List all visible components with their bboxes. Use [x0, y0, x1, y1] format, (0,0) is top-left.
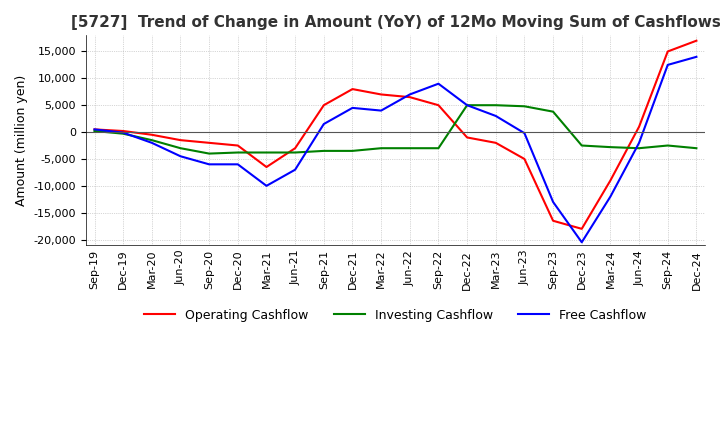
Free Cashflow — [204, 161, 213, 167]
Free Cashflow — [635, 140, 644, 146]
Free Cashflow — [606, 194, 615, 199]
Line: Operating Cashflow: Operating Cashflow — [94, 41, 696, 229]
Investing Cashflow — [291, 150, 300, 155]
Operating Cashflow — [549, 218, 557, 224]
Free Cashflow — [262, 183, 271, 188]
Operating Cashflow — [233, 143, 242, 148]
Investing Cashflow — [405, 146, 414, 151]
Operating Cashflow — [291, 146, 300, 151]
Operating Cashflow — [577, 226, 586, 231]
Free Cashflow — [520, 131, 528, 136]
Operating Cashflow — [463, 135, 472, 140]
Investing Cashflow — [577, 143, 586, 148]
Operating Cashflow — [148, 132, 156, 137]
Investing Cashflow — [377, 146, 385, 151]
Y-axis label: Amount (million yen): Amount (million yen) — [15, 74, 28, 206]
Free Cashflow — [463, 103, 472, 108]
Free Cashflow — [577, 240, 586, 245]
Free Cashflow — [663, 62, 672, 67]
Investing Cashflow — [463, 103, 472, 108]
Investing Cashflow — [549, 109, 557, 114]
Operating Cashflow — [377, 92, 385, 97]
Operating Cashflow — [434, 103, 443, 108]
Investing Cashflow — [635, 146, 644, 151]
Free Cashflow — [176, 154, 185, 159]
Investing Cashflow — [233, 150, 242, 155]
Line: Free Cashflow: Free Cashflow — [94, 57, 696, 242]
Investing Cashflow — [320, 148, 328, 154]
Free Cashflow — [148, 140, 156, 146]
Operating Cashflow — [90, 127, 99, 132]
Investing Cashflow — [119, 131, 127, 136]
Operating Cashflow — [692, 38, 701, 44]
Operating Cashflow — [635, 124, 644, 129]
Investing Cashflow — [176, 146, 185, 151]
Legend: Operating Cashflow, Investing Cashflow, Free Cashflow: Operating Cashflow, Investing Cashflow, … — [139, 304, 652, 327]
Investing Cashflow — [204, 151, 213, 156]
Investing Cashflow — [348, 148, 357, 154]
Free Cashflow — [692, 54, 701, 59]
Investing Cashflow — [692, 146, 701, 151]
Free Cashflow — [377, 108, 385, 113]
Investing Cashflow — [606, 144, 615, 150]
Operating Cashflow — [663, 49, 672, 54]
Investing Cashflow — [90, 128, 99, 134]
Free Cashflow — [434, 81, 443, 86]
Title: [5727]  Trend of Change in Amount (YoY) of 12Mo Moving Sum of Cashflows: [5727] Trend of Change in Amount (YoY) o… — [71, 15, 720, 30]
Investing Cashflow — [492, 103, 500, 108]
Investing Cashflow — [663, 143, 672, 148]
Operating Cashflow — [520, 156, 528, 161]
Investing Cashflow — [262, 150, 271, 155]
Investing Cashflow — [520, 104, 528, 109]
Free Cashflow — [291, 167, 300, 172]
Free Cashflow — [348, 105, 357, 110]
Operating Cashflow — [204, 140, 213, 146]
Free Cashflow — [405, 92, 414, 97]
Line: Investing Cashflow: Investing Cashflow — [94, 105, 696, 154]
Operating Cashflow — [262, 165, 271, 170]
Free Cashflow — [549, 199, 557, 205]
Operating Cashflow — [119, 128, 127, 134]
Operating Cashflow — [320, 103, 328, 108]
Free Cashflow — [492, 114, 500, 119]
Operating Cashflow — [492, 140, 500, 146]
Free Cashflow — [90, 127, 99, 132]
Operating Cashflow — [405, 95, 414, 100]
Investing Cashflow — [148, 138, 156, 143]
Operating Cashflow — [176, 138, 185, 143]
Operating Cashflow — [348, 86, 357, 92]
Free Cashflow — [119, 130, 127, 135]
Investing Cashflow — [434, 146, 443, 151]
Free Cashflow — [320, 121, 328, 127]
Free Cashflow — [233, 161, 242, 167]
Operating Cashflow — [606, 178, 615, 183]
